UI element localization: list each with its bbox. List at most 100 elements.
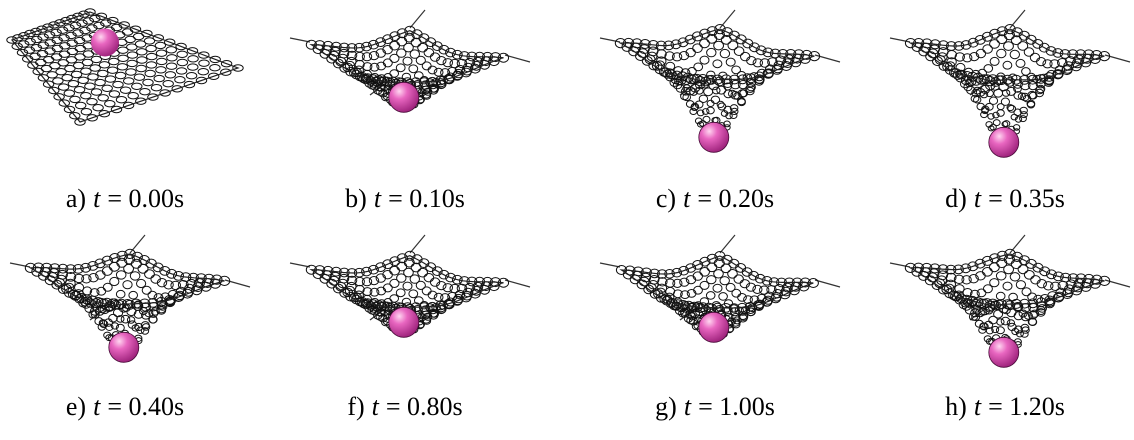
net-cell xyxy=(99,62,109,68)
net-cell xyxy=(719,293,728,301)
net-cell xyxy=(154,75,164,81)
caption-label: c) xyxy=(656,184,676,213)
net-cell xyxy=(728,41,738,50)
net-cell xyxy=(403,57,412,65)
net-cell xyxy=(167,55,177,61)
net-cell xyxy=(109,58,119,64)
net-cell xyxy=(98,95,108,101)
net-cell xyxy=(98,70,108,76)
net-cell xyxy=(188,64,198,70)
net-cell xyxy=(700,298,708,305)
caption-value: = 0.20s xyxy=(697,184,774,213)
net-cell xyxy=(994,310,1003,318)
net-cell xyxy=(974,96,981,103)
net-cell xyxy=(700,56,709,64)
net-cell xyxy=(989,97,997,104)
net-cell xyxy=(718,103,726,110)
net-cell xyxy=(83,18,93,24)
caption: c)t= 0.20s xyxy=(656,184,774,213)
net-cell xyxy=(51,29,61,35)
caption: b)t= 0.10s xyxy=(345,184,465,213)
net-cell xyxy=(93,105,103,111)
net-cell xyxy=(90,15,100,21)
net-cell xyxy=(1016,281,1025,289)
net-cell xyxy=(177,51,187,57)
net-cell xyxy=(120,87,130,93)
net-cell xyxy=(70,22,80,28)
caption-value: = 0.35s xyxy=(988,184,1065,213)
caption-label: g) xyxy=(655,392,677,421)
net-cell xyxy=(428,291,437,299)
net-cell xyxy=(113,81,123,87)
net-cell xyxy=(88,74,98,80)
net-cell xyxy=(102,267,112,276)
net-cell xyxy=(1018,42,1028,51)
caption-variable: t xyxy=(374,184,382,213)
net-cell xyxy=(403,282,412,290)
net-cell xyxy=(694,63,703,71)
net-cell xyxy=(1021,112,1028,118)
net-cell xyxy=(700,39,710,48)
net-cell xyxy=(1024,271,1034,280)
net-cell xyxy=(38,34,48,40)
caption-variable: t xyxy=(683,184,691,213)
net-cell xyxy=(673,279,682,287)
net-cell xyxy=(59,51,69,57)
net-cell xyxy=(188,56,198,62)
net-panel xyxy=(600,235,840,342)
net-cell xyxy=(734,47,744,56)
caption-value: = 0.40s xyxy=(107,392,184,421)
caption-value: = 0.80s xyxy=(386,392,463,421)
net-cell xyxy=(997,319,1004,325)
net-cell xyxy=(1003,61,1012,69)
net-panel xyxy=(890,10,1130,157)
net-cell xyxy=(997,49,1006,57)
net-cell xyxy=(198,69,208,75)
net-cell xyxy=(732,66,741,74)
net-cell xyxy=(129,291,138,299)
caption-value: = 1.00s xyxy=(698,392,775,421)
rope xyxy=(410,235,425,253)
rope xyxy=(1010,235,1025,253)
net-cell xyxy=(74,87,84,93)
net-cell xyxy=(117,64,127,70)
net-cell xyxy=(983,45,993,53)
net-cell xyxy=(707,107,715,114)
net-cell xyxy=(703,116,710,122)
caption-variable: t xyxy=(684,392,692,421)
net-cell xyxy=(109,262,119,271)
net-cell xyxy=(747,57,756,65)
net-cell xyxy=(123,281,132,289)
figure: a)t= 0.00sb)t= 0.10sc)t= 0.20sd)t= 0.35s… xyxy=(0,0,1134,440)
net-cell xyxy=(1010,50,1019,58)
net-cell xyxy=(76,102,86,108)
net-cell xyxy=(90,65,100,71)
net-cell xyxy=(1037,280,1046,288)
net-cell xyxy=(107,67,117,73)
net-cell xyxy=(127,60,137,66)
rope xyxy=(600,263,620,267)
ball xyxy=(699,312,729,342)
caption-label: e) xyxy=(66,392,86,421)
net-cell xyxy=(25,39,35,45)
rope xyxy=(290,263,310,267)
net-cell xyxy=(156,67,166,73)
net-cell xyxy=(416,281,425,289)
net-cell xyxy=(97,287,106,295)
net-cell xyxy=(199,60,209,66)
caption: e)t= 0.40s xyxy=(66,392,184,421)
net-cell xyxy=(146,62,156,68)
caption-variable: t xyxy=(93,392,101,421)
net-cell xyxy=(127,317,134,324)
net-cell xyxy=(738,294,747,302)
ball xyxy=(109,332,139,362)
net-cell xyxy=(707,48,716,56)
net-cell xyxy=(1003,282,1012,290)
net-cell xyxy=(64,90,74,96)
net-cell xyxy=(58,84,68,90)
net-cell xyxy=(116,97,126,103)
net-cell xyxy=(128,93,138,99)
net-cell xyxy=(51,54,61,60)
net-cell xyxy=(85,83,95,89)
net-cell xyxy=(706,292,715,300)
